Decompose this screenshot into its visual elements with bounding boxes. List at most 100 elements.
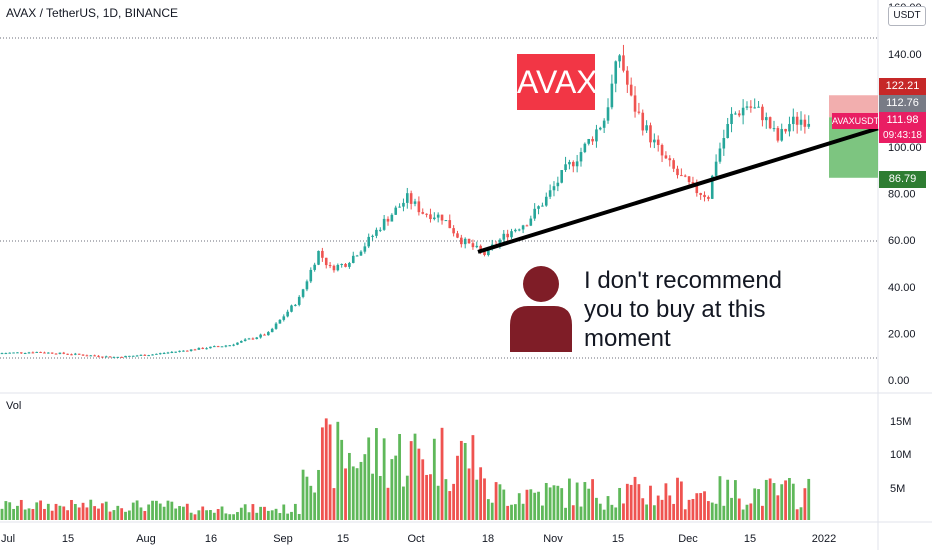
volume-bar	[784, 480, 787, 520]
candle-body	[460, 237, 463, 245]
candle-body	[158, 353, 162, 355]
volume-bar	[452, 483, 456, 520]
candle-body	[8, 352, 12, 354]
candle-body	[344, 264, 347, 267]
volume-bar	[463, 442, 467, 520]
candle-body	[402, 202, 405, 207]
x-tick-label: 15	[612, 533, 624, 545]
volume-bar	[591, 479, 594, 520]
volume-bar	[124, 511, 127, 520]
candle-body	[189, 349, 193, 351]
candle-body	[131, 355, 135, 357]
volume-bar	[336, 421, 340, 520]
candle-body	[317, 250, 320, 265]
volume-bar	[344, 468, 347, 520]
candle-body	[699, 193, 702, 195]
candle-body	[533, 208, 536, 219]
candle-body	[660, 144, 664, 156]
volume-bar	[297, 513, 301, 520]
candle-body	[691, 182, 695, 184]
candle-body	[382, 218, 386, 230]
candle-body	[795, 116, 799, 125]
annotation-message: I don't recommend you to buy at this mom…	[584, 266, 814, 353]
volume-bar	[255, 512, 259, 520]
candle-body	[618, 55, 621, 62]
candle-body	[649, 125, 652, 143]
candle-body	[726, 124, 729, 139]
candle-body	[240, 341, 243, 343]
y-tick-label: 140.00	[888, 49, 922, 61]
volume-bar	[394, 455, 398, 520]
message-line: moment	[584, 325, 671, 352]
volume-bar	[799, 507, 803, 520]
candle-body	[89, 355, 93, 357]
volume-bar	[23, 509, 27, 520]
volume-bar	[513, 504, 517, 520]
volume-bar	[282, 504, 286, 520]
volume-bar	[8, 502, 12, 520]
volume-bar	[734, 480, 737, 520]
volume-bar	[703, 491, 706, 520]
volume-bar	[216, 509, 220, 520]
candle-body	[514, 229, 517, 232]
volume-bar	[517, 493, 521, 520]
candle-body	[784, 128, 787, 132]
candle-body	[695, 183, 699, 194]
candle-body	[259, 334, 262, 338]
candle-body	[730, 113, 733, 125]
volume-bar	[421, 459, 425, 520]
volume-bar	[436, 485, 440, 520]
candle-body	[398, 206, 401, 208]
volume-bar	[791, 483, 795, 520]
candle-body	[629, 84, 633, 96]
candle-body	[213, 346, 216, 348]
candle-body	[606, 107, 610, 121]
volume-bar	[232, 514, 235, 520]
volume-bar	[4, 501, 8, 520]
volume-bar	[371, 473, 374, 520]
volume-bar	[390, 459, 394, 520]
candle-body	[174, 351, 177, 353]
volume-bar	[378, 475, 382, 520]
volume-bar	[726, 479, 730, 520]
candle-body	[74, 353, 77, 355]
volume-bar	[637, 484, 641, 520]
volume-bar	[340, 439, 344, 520]
candle-body	[556, 182, 560, 187]
volume-bar	[236, 512, 239, 520]
candle-body	[224, 345, 228, 347]
volume-bar	[749, 503, 753, 520]
volume-bar	[162, 506, 166, 520]
volume-bar	[459, 440, 463, 520]
volume-bar	[274, 508, 278, 520]
volume-bar	[85, 507, 89, 520]
candle-body	[595, 129, 598, 142]
candle-body	[143, 354, 147, 356]
volume-bar	[139, 507, 143, 520]
volume-bar	[178, 506, 181, 520]
candle-body	[97, 355, 100, 357]
candle-body	[301, 289, 305, 297]
volume-bar	[413, 433, 417, 520]
candle-body	[220, 346, 224, 348]
candle-body	[62, 352, 66, 354]
candle-body	[324, 257, 328, 266]
candle-body	[101, 356, 104, 358]
x-tick-label: 15	[744, 533, 756, 545]
candle-body	[552, 186, 556, 191]
candle-body	[448, 220, 452, 229]
candle-body	[205, 348, 208, 350]
volume-bar	[266, 510, 270, 520]
candle-body	[378, 229, 382, 231]
candle-body	[541, 205, 544, 207]
volume-bar	[602, 509, 606, 520]
candle-body	[517, 229, 521, 231]
currency-button[interactable]: USDT	[888, 6, 926, 26]
candle-body	[529, 218, 533, 226]
volume-bar	[205, 510, 208, 520]
volume-bar	[706, 501, 710, 520]
candle-body	[47, 352, 50, 354]
volume-bar	[27, 508, 31, 520]
volume-bar	[189, 512, 193, 520]
